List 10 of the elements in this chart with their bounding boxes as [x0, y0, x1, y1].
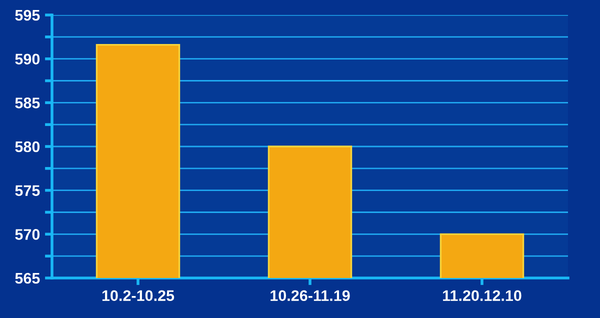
y-tick-label: 570 [15, 229, 40, 240]
y-tick-label: 590 [15, 54, 40, 65]
x-tick-label: 10.26-11.19 [270, 290, 350, 302]
x-tick-label: 11.20.12.10 [443, 290, 522, 302]
y-tick-label: 580 [15, 141, 40, 152]
y-tick-label: 565 [15, 272, 40, 284]
y-tick-label: 575 [15, 185, 40, 196]
y-tick-label: 595 [15, 10, 40, 21]
y-tick-label: 585 [15, 98, 40, 108]
x-tick-label: 10.2-10.25 [102, 290, 174, 302]
